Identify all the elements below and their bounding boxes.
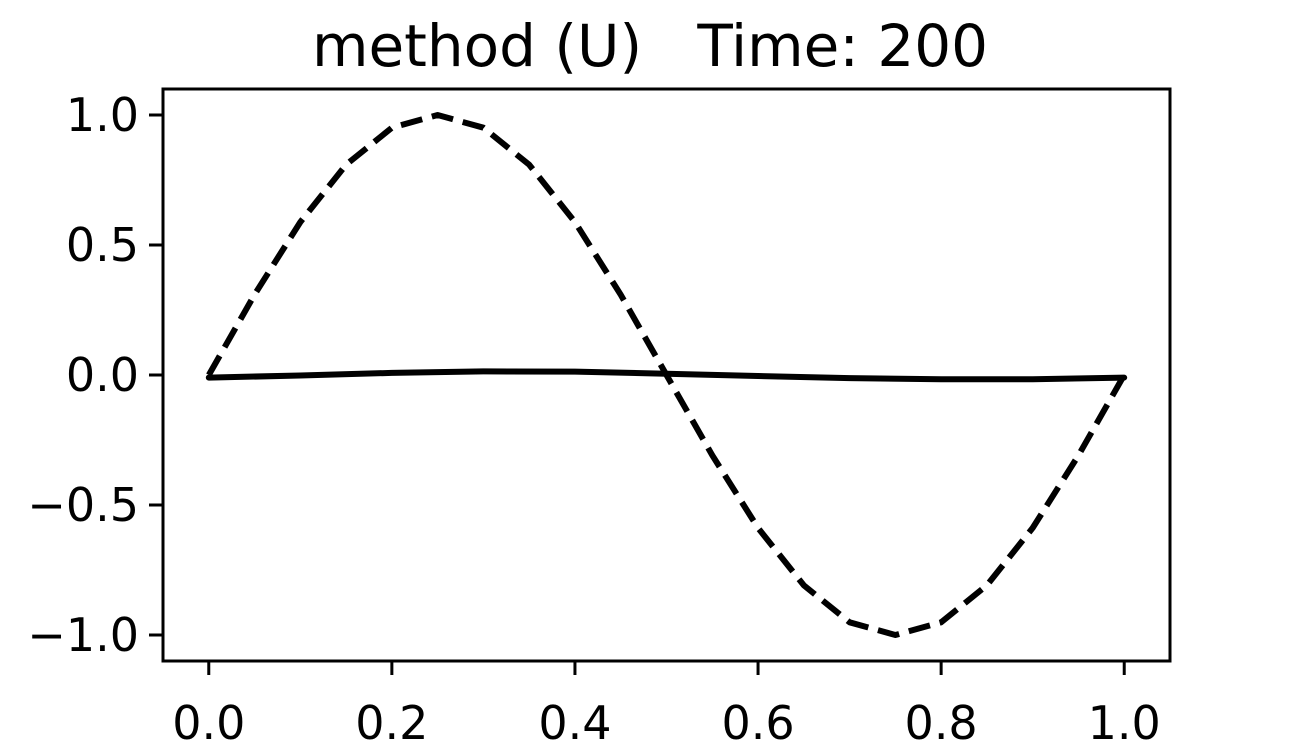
x-tick-label: 0.2: [355, 696, 428, 744]
x-tick-label: 0.0: [172, 696, 245, 744]
y-tick-label: −0.5: [27, 478, 139, 532]
y-tick-label: 0.0: [66, 348, 139, 402]
y-tick-label: −1.0: [27, 608, 139, 662]
x-tick-label: 0.4: [538, 696, 611, 744]
series-layer: [205, 112, 1128, 638]
x-tick-label: 0.6: [721, 696, 794, 744]
y-tick-label: 0.5: [66, 218, 139, 272]
x-tick-label: 1.0: [1088, 696, 1161, 744]
chart-title: method (U) Time: 200: [312, 12, 988, 80]
series-line-solid: [205, 368, 1128, 383]
x-tick-label: 0.8: [905, 696, 978, 744]
y-tick-label: 1.0: [66, 88, 139, 142]
axes-layer: 0.0 0.2 0.4 0.6 0.8 1.0 1.0 0.5 0.0 −0.5 −1.0: [27, 87, 1172, 749]
